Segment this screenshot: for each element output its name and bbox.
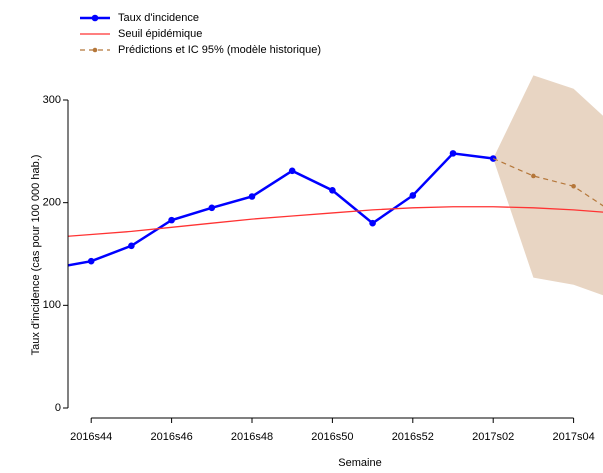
y-tick-label: 200 (43, 197, 61, 209)
data-point (48, 265, 55, 272)
data-point (288, 167, 296, 175)
x-tick-label: 2016s44 (70, 431, 112, 443)
x-tick-label: 2016s50 (311, 431, 353, 443)
data-point (449, 150, 457, 157)
data-point (531, 173, 536, 179)
plot-area (48, 75, 603, 296)
legend-label: Seuil épidémique (118, 28, 202, 40)
x-tick-label: 2017s04 (552, 431, 594, 443)
data-point (87, 257, 95, 265)
legend-marker (92, 47, 98, 53)
x-axis-label: Semaine (338, 457, 381, 468)
legend-label: Prédictions et IC 95% (modèle historique… (118, 44, 321, 56)
data-point (208, 204, 216, 212)
series-line (492, 157, 603, 207)
legend-label: Taux d'incidence (118, 12, 199, 24)
data-point (248, 193, 256, 200)
data-point (409, 192, 417, 199)
data-point (571, 183, 576, 189)
y-tick-label: 300 (43, 94, 61, 106)
data-point (369, 219, 376, 227)
x-tick-label: 2017s02 (472, 431, 514, 443)
x-tick-label: 2016s48 (231, 431, 273, 443)
y-axis-label: Taux d'incidence (cas pour 100 000 hab.) (30, 155, 42, 356)
series-line (68, 206, 603, 237)
data-point (128, 242, 135, 250)
data-point (168, 216, 175, 224)
series-line (68, 152, 494, 267)
confidence-band (493, 75, 603, 296)
data-point (329, 187, 336, 194)
x-tick-label: 2016s52 (392, 431, 434, 443)
y-tick-label: 0 (55, 402, 61, 414)
legend-marker (91, 14, 99, 22)
y-tick-label: 100 (43, 299, 61, 311)
x-tick-label: 2016s46 (150, 431, 192, 443)
